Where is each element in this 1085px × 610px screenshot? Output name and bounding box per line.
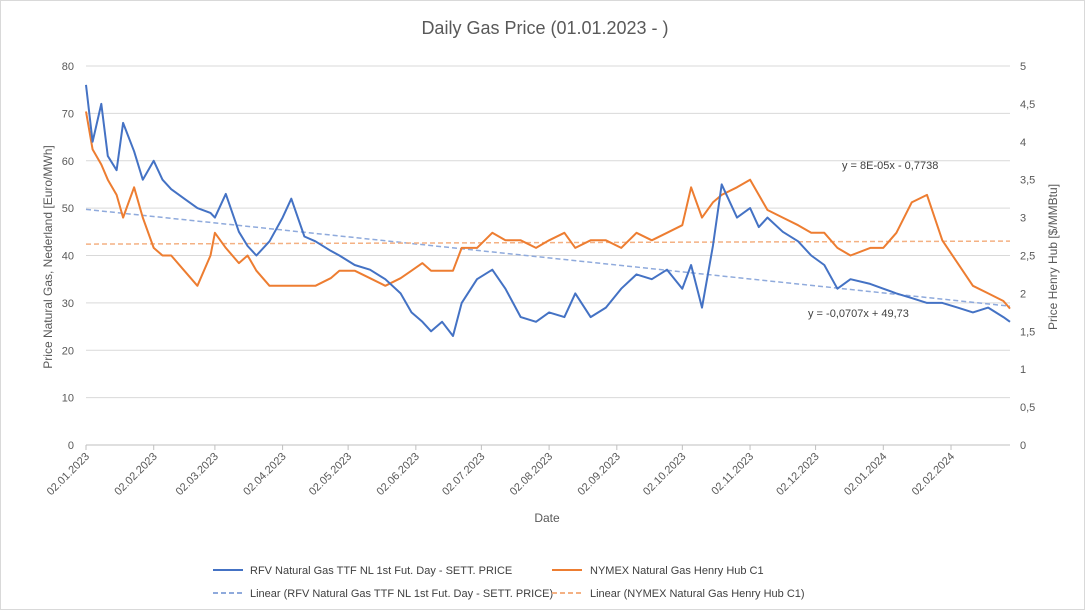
- left-axis-tick-label: 20: [62, 345, 74, 357]
- right-axis-title: Price Henry Hub [$/MMBtu]: [1046, 184, 1060, 330]
- right-axis-tick-label: 2,5: [1020, 251, 1035, 263]
- right-axis-tick-label: 4: [1020, 137, 1026, 149]
- x-axis-title: Date: [534, 511, 560, 525]
- series-lines: [85, 84, 1011, 337]
- right-axis-tick-label: 3: [1020, 213, 1026, 225]
- right-axis-tick-label: 1,5: [1020, 326, 1035, 338]
- left-axis-title: Price Natural Gas, Nederland [Euro/MWh]: [41, 145, 55, 368]
- left-axis-tick-label: 0: [68, 440, 74, 452]
- left-axis-tick-label: 80: [62, 61, 74, 73]
- ttf-series-line: [85, 84, 1011, 337]
- right-axis-tick-label: 0: [1020, 440, 1026, 452]
- right-axis-tick-label: 4,5: [1020, 99, 1035, 111]
- left-axis-tick-label: 60: [62, 156, 74, 168]
- right-axis-tick-label: 1: [1020, 364, 1026, 376]
- ttf-trend-line: [85, 208, 1011, 307]
- right-axis-tick-label: 0,5: [1020, 402, 1035, 414]
- legend-label-hh-trend: Linear (NYMEX Natural Gas Henry Hub C1): [590, 588, 805, 600]
- legend-label-ttf: RFV Natural Gas TTF NL 1st Fut. Day - SE…: [250, 565, 512, 577]
- trendlines: [85, 208, 1011, 307]
- left-axis-tick-label: 30: [62, 298, 74, 310]
- right-axis-tick-label: 2: [1020, 288, 1026, 300]
- left-axis-tick-label: 70: [62, 108, 74, 120]
- ttf-trend-equation: y = -0,0707x + 49,73: [808, 308, 909, 320]
- chart-title: Daily Gas Price (01.01.2023 - ): [421, 18, 668, 38]
- henry-hub-series-line: [85, 111, 1011, 310]
- left-axis-tick-label: 10: [62, 393, 74, 405]
- hh-trend-line: [85, 240, 1011, 245]
- hh-trend-equation: y = 8E-05x - 0,7738: [842, 160, 938, 172]
- legend-label-ttf-trend: Linear (RFV Natural Gas TTF NL 1st Fut. …: [250, 588, 553, 600]
- left-axis-tick-label: 40: [62, 251, 74, 263]
- right-axis-tick-label: 3,5: [1020, 175, 1035, 187]
- legend: RFV Natural Gas TTF NL 1st Fut. Day - SE…: [213, 565, 805, 600]
- right-axis-tick-label: 5: [1020, 61, 1026, 73]
- legend-label-henry-hub: NYMEX Natural Gas Henry Hub C1: [590, 565, 764, 577]
- left-axis-tick-label: 50: [62, 203, 74, 215]
